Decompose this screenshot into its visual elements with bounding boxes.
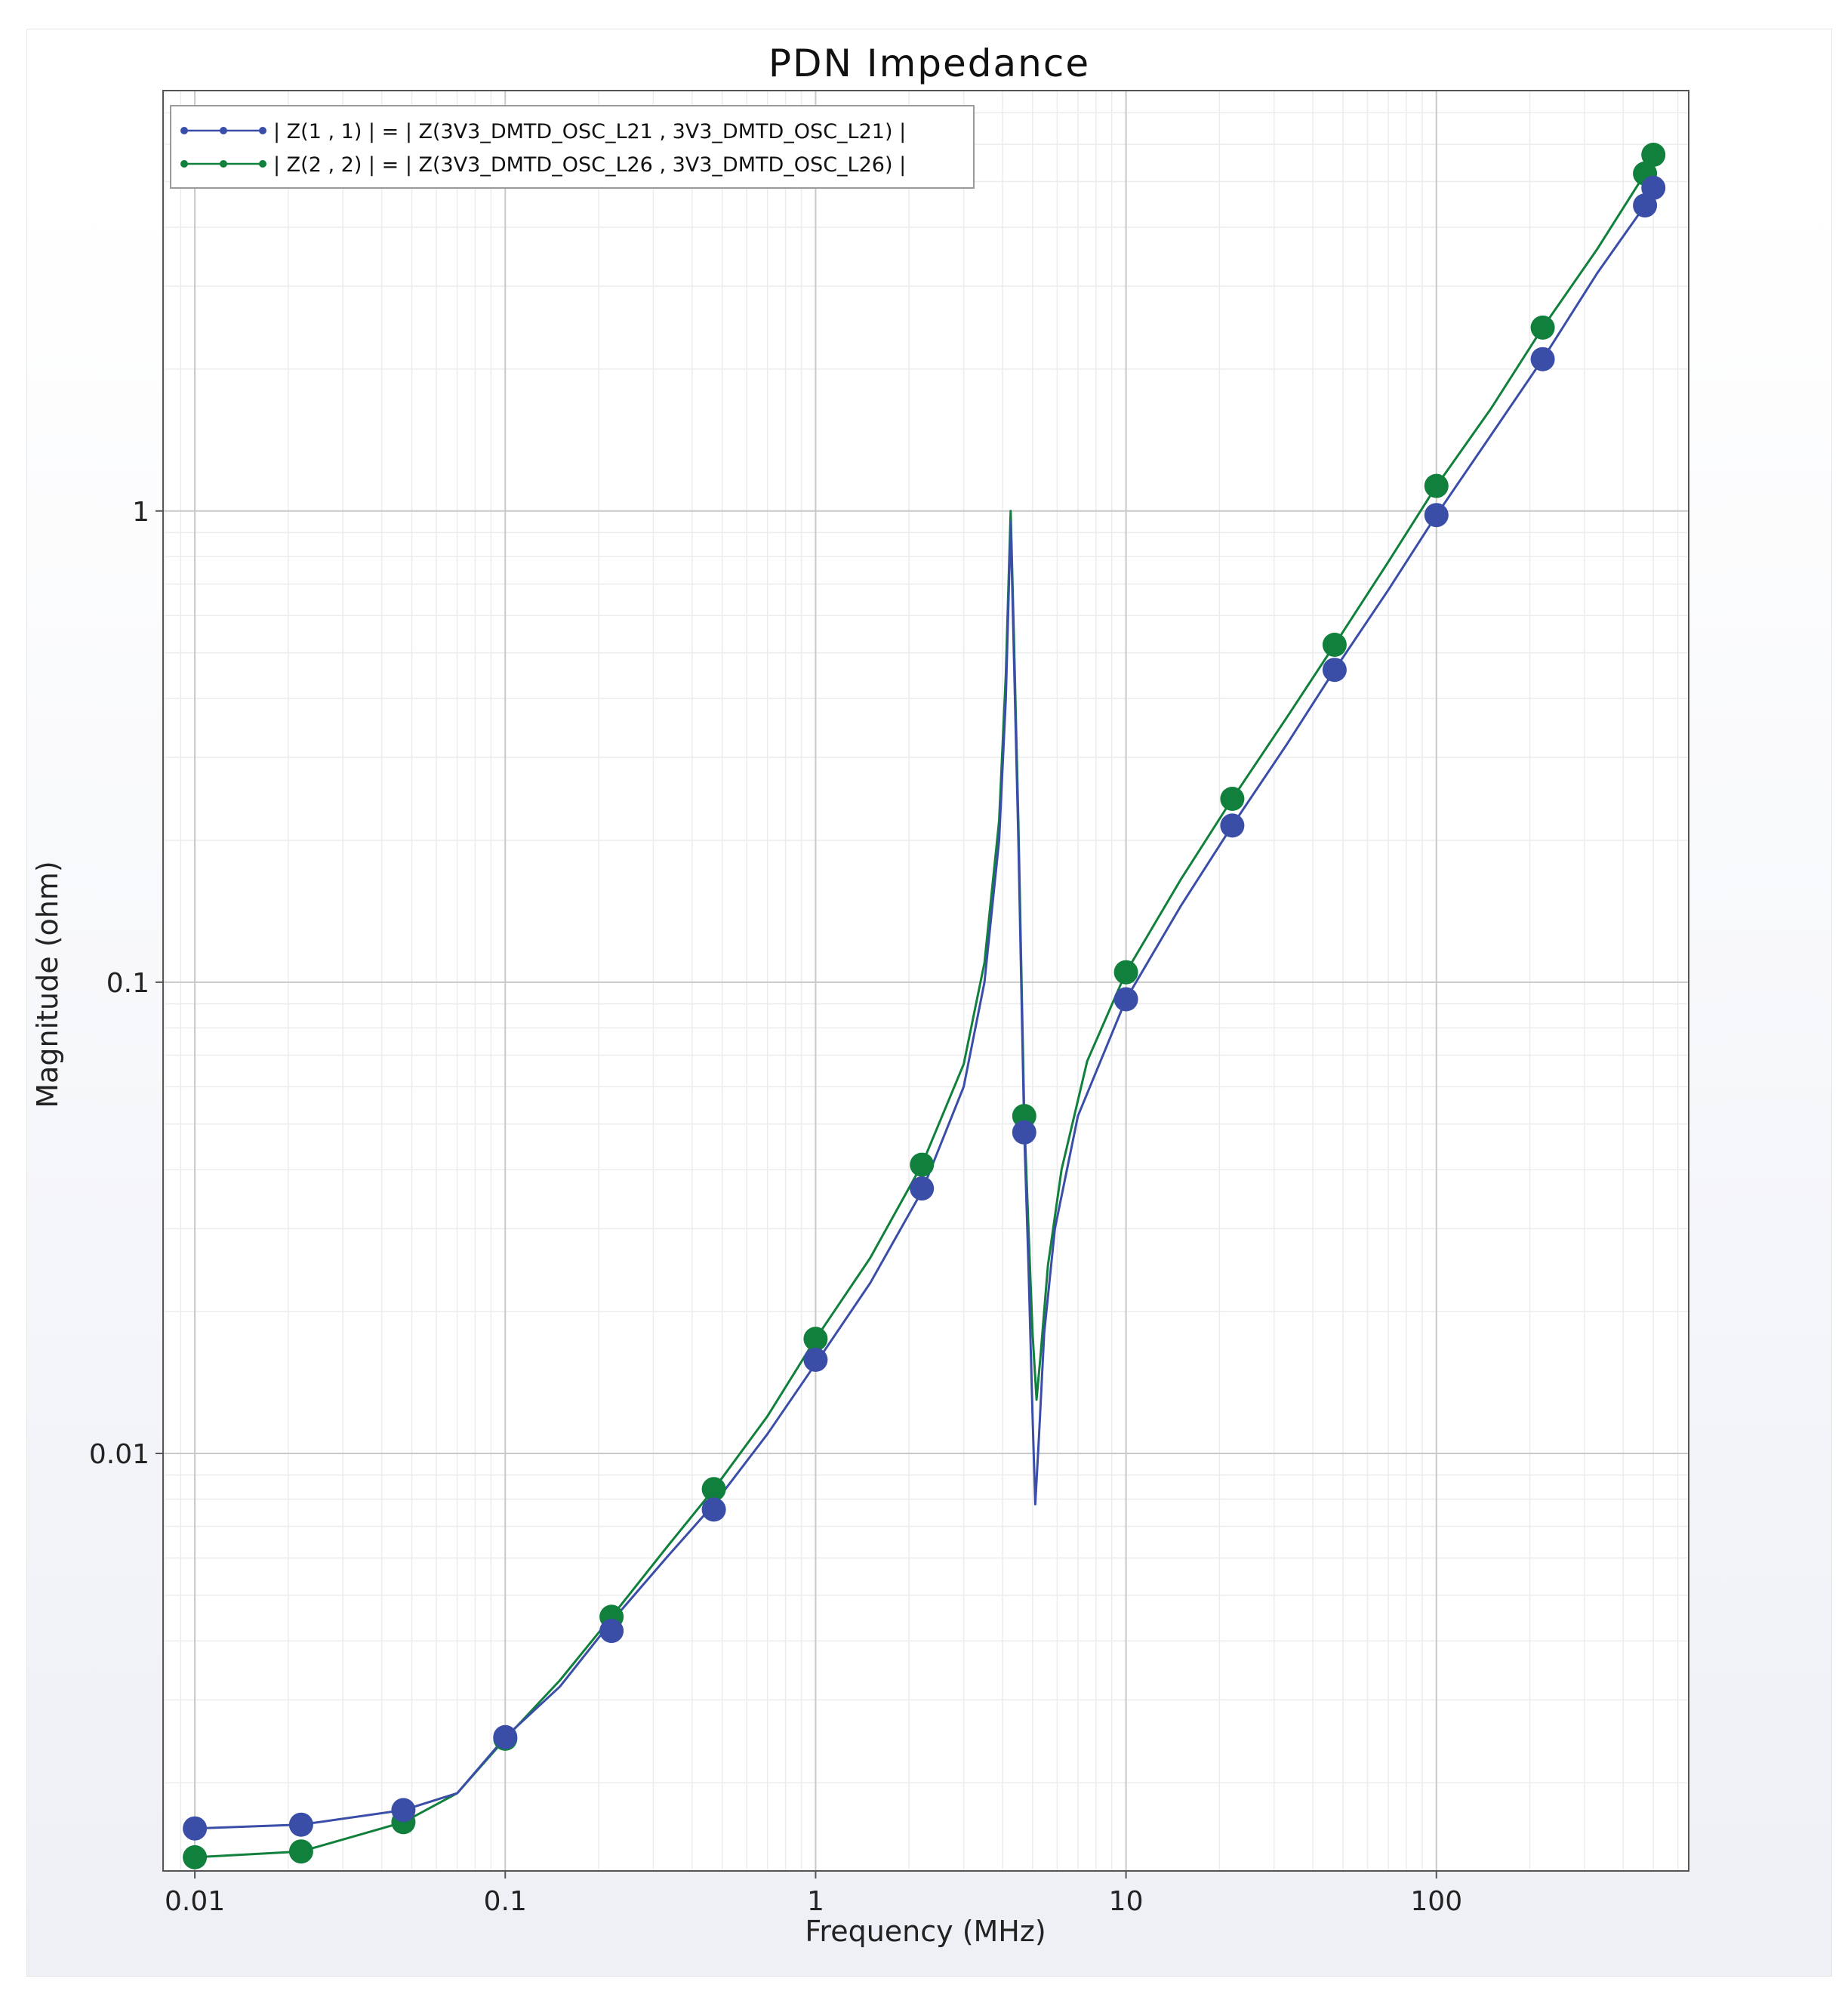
legend-swatch-marker <box>259 127 266 134</box>
series-1-marker <box>1220 813 1245 838</box>
series-1-marker <box>701 1497 726 1522</box>
legend-label: | Z(2 , 2) | = | Z(3V3_DMTD_OSC_L26 , 3V… <box>273 153 906 177</box>
x-tick-label: 10 <box>1109 1886 1144 1917</box>
chart-title: PDN Impedance <box>768 42 1090 85</box>
legend-swatch-marker <box>259 160 266 168</box>
major-gridlines <box>163 91 1689 1871</box>
series-1-marker <box>288 1812 313 1837</box>
x-axis-ticks: 0.01 0.1 1 10 100 <box>165 1871 1462 1917</box>
series-2-marker <box>1424 473 1449 498</box>
series-2-marker <box>1113 960 1138 985</box>
legend-entry-series-2: | Z(2 , 2) | = | Z(3V3_DMTD_OSC_L26 , 3V… <box>180 153 906 177</box>
series-2-marker <box>1220 787 1245 811</box>
series-1-marker <box>599 1619 624 1644</box>
series-2-marker <box>803 1327 828 1351</box>
x-tick-label: 1 <box>807 1886 824 1917</box>
legend-label: | Z(1 , 1) | = | Z(3V3_DMTD_OSC_L21 , 3V… <box>273 120 906 143</box>
series-1-marker <box>1530 347 1555 371</box>
legend-swatch-marker <box>220 127 227 134</box>
series-2-marker <box>701 1477 726 1502</box>
legend-entry-series-1: | Z(1 , 1) | = | Z(3V3_DMTD_OSC_L21 , 3V… <box>180 120 906 143</box>
y-axis-ticks: 0.01 0.1 1 <box>89 497 163 1470</box>
legend-swatch-marker <box>220 160 227 168</box>
legend-swatch-marker <box>180 127 188 134</box>
series-1-marker <box>910 1176 935 1201</box>
series-1-line <box>195 187 1655 1830</box>
pdn-impedance-chart: PDN Impedance 0.01 0.1 1 10 100 0.01 0.1 1 Fre… <box>31 42 1689 1948</box>
y-axis-title: Magnitude (ohm) <box>31 861 64 1108</box>
series-2-marker <box>1530 315 1555 340</box>
x-axis-title: Frequency (MHz) <box>805 1915 1046 1948</box>
series-1-marker <box>391 1798 416 1823</box>
legend: | Z(1 , 1) | = | Z(3V3_DMTD_OSC_L21 , 3V… <box>170 105 975 189</box>
y-tick-label: 0.01 <box>89 1439 149 1470</box>
series-1-marker <box>1424 503 1449 528</box>
series-1-marker <box>493 1724 518 1749</box>
series-1-marker <box>183 1816 208 1841</box>
series-2-marker <box>183 1845 208 1869</box>
series-1-marker <box>1641 175 1666 200</box>
x-tick-label: 0.1 <box>484 1886 527 1917</box>
y-tick-label: 1 <box>132 497 149 528</box>
y-tick-label: 0.1 <box>106 968 149 999</box>
legend-swatch-marker <box>180 160 188 168</box>
minor-gridlines <box>163 91 1689 1871</box>
series-2-marker <box>1322 633 1347 657</box>
series-2-marker <box>910 1152 935 1177</box>
series-1-marker <box>1113 987 1138 1012</box>
plot-area <box>163 91 1689 1871</box>
x-tick-label: 0.01 <box>165 1886 225 1917</box>
series-1-marker <box>803 1348 828 1372</box>
plot-border <box>162 90 1689 1872</box>
series-1-marker <box>1012 1120 1036 1145</box>
series-layer <box>183 143 1666 1869</box>
legend-box <box>170 105 975 189</box>
x-tick-label: 100 <box>1410 1886 1462 1917</box>
series-2-marker <box>1641 143 1666 167</box>
chart-panel: PDN Impedance 0.01 0.1 1 10 100 0.01 0.1 1 Fre… <box>26 29 1832 1977</box>
series-1-marker <box>1322 658 1347 683</box>
series-2-marker <box>288 1839 313 1864</box>
